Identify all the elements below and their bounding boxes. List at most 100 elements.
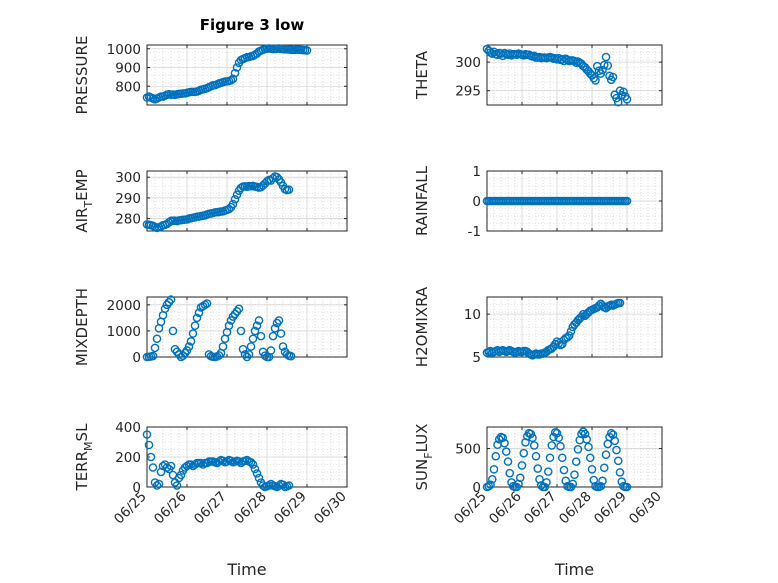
data-point	[264, 481, 274, 490]
data-point	[230, 195, 240, 204]
data-point	[224, 321, 234, 330]
data-point	[254, 473, 264, 483]
y-tick-label: 400	[115, 420, 141, 436]
y-tick-label: 1000	[107, 42, 141, 58]
data-point	[188, 329, 198, 338]
data-point	[585, 453, 595, 463]
y-axis-label: TERRMSL	[73, 423, 95, 492]
x-tick-label: 06/28	[231, 489, 270, 528]
data-point	[622, 482, 632, 492]
y-tick-label: 300	[115, 170, 141, 186]
data-point	[192, 313, 202, 323]
y-tick-label: 0	[472, 480, 481, 496]
data-point	[194, 308, 204, 317]
data-point	[552, 428, 562, 438]
data-point	[236, 326, 246, 336]
data-point	[202, 458, 212, 468]
y-tick-label: 0	[472, 194, 481, 210]
data-point	[542, 478, 551, 487]
data-point	[613, 97, 623, 107]
x-tick-label: 06/27	[191, 489, 230, 528]
data-point	[230, 68, 240, 78]
data-point	[564, 331, 574, 340]
data-point	[500, 438, 509, 448]
data-point	[608, 72, 618, 82]
data-point	[501, 447, 511, 456]
series-markers	[482, 298, 625, 360]
x-tick-label: 06/28	[556, 489, 595, 528]
data-point	[182, 461, 192, 471]
data-point	[196, 458, 206, 468]
data-point	[622, 196, 632, 206]
data-point	[540, 482, 550, 492]
data-point	[545, 453, 555, 463]
data-point	[559, 465, 569, 475]
y-tick-label: 200	[115, 450, 141, 466]
data-point	[606, 428, 616, 438]
y-axis-label: THETA	[413, 50, 431, 100]
data-point	[278, 342, 288, 351]
data-point	[274, 481, 284, 490]
y-tick-label: 1000	[107, 324, 141, 340]
data-point	[152, 334, 162, 344]
data-point	[142, 430, 152, 439]
data-point	[599, 463, 609, 473]
data-point	[234, 457, 244, 466]
data-point	[254, 316, 264, 325]
minor-grid	[146, 170, 348, 232]
data-point	[150, 343, 160, 353]
axes-box	[146, 170, 348, 232]
data-point	[601, 52, 611, 62]
data-point	[266, 346, 276, 355]
data-point	[498, 433, 508, 443]
y-tick-label: 800	[115, 79, 141, 95]
data-point	[276, 329, 286, 338]
x-tick-label: 06/30	[626, 489, 665, 528]
data-point	[613, 456, 623, 466]
data-point	[246, 457, 256, 467]
data-point	[148, 463, 158, 472]
data-point	[202, 299, 212, 308]
data-point	[176, 470, 186, 480]
subplot-h2omixra: 5 10 H2OMIXRA	[413, 286, 663, 367]
data-point	[505, 468, 515, 478]
data-point	[234, 304, 244, 314]
data-point	[218, 456, 228, 466]
data-point	[168, 326, 178, 336]
data-point	[164, 218, 174, 227]
data-point	[573, 445, 583, 454]
data-point	[578, 309, 588, 319]
data-point	[214, 351, 224, 360]
data-point	[284, 481, 294, 490]
data-point	[598, 65, 607, 75]
data-point	[190, 321, 200, 330]
data-point	[571, 58, 581, 68]
x-tick-label: 06/27	[521, 489, 560, 528]
data-point	[250, 464, 260, 474]
data-point	[260, 351, 270, 360]
data-point	[286, 351, 296, 361]
data-point	[484, 481, 494, 491]
x-tick-label: 06/29	[271, 489, 310, 528]
data-point	[584, 442, 593, 452]
data-point	[248, 334, 258, 344]
data-point	[186, 337, 196, 346]
data-point	[186, 460, 196, 469]
x-axis-label: Time	[554, 560, 594, 579]
data-point	[487, 475, 497, 484]
y-axis-label: H2OMIXRA	[413, 286, 431, 367]
data-point	[587, 465, 597, 474]
data-point	[591, 76, 600, 85]
y-tick-label: 500	[455, 442, 481, 458]
data-point	[214, 457, 224, 466]
subplot-mixdepth: 0 1000 2000 MIXDEPTH	[73, 288, 348, 366]
x-axis-label: Time	[226, 560, 266, 579]
data-point	[244, 350, 254, 359]
x-tick-label: 06/25	[451, 489, 490, 528]
series-markers	[142, 44, 312, 104]
data-point	[232, 190, 242, 200]
data-point	[557, 453, 567, 463]
data-point	[589, 73, 599, 83]
y-tick-label: 280	[115, 212, 141, 228]
